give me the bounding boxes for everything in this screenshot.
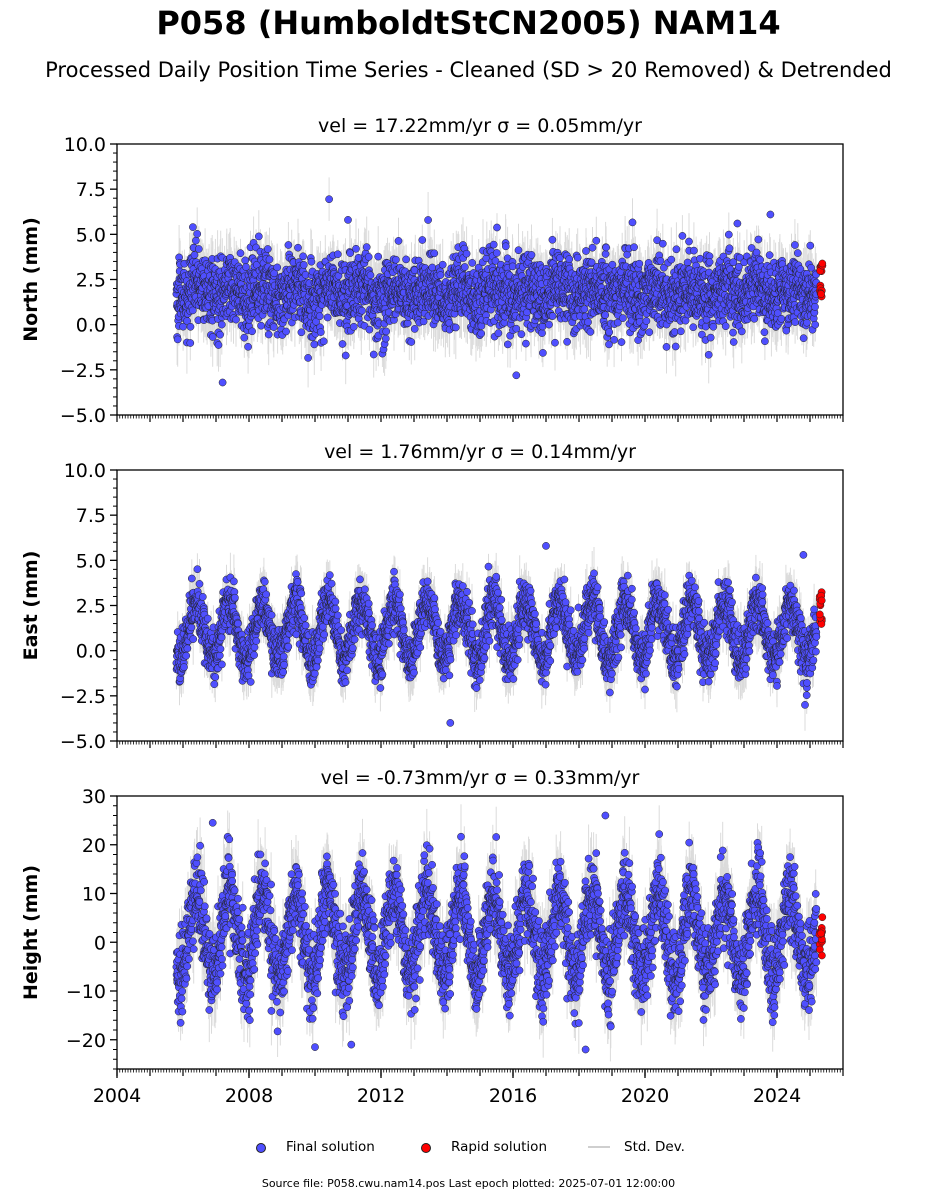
y-tick-label: 10.0 bbox=[64, 460, 106, 482]
y-ticks-height: −20 −10 0 10 20 30 bbox=[66, 786, 117, 1070]
panel-height: vel = -0.73mm/yr σ = 0.33mm/yr Height (mm… bbox=[20, 767, 844, 1107]
y-tick-label: −10 bbox=[66, 981, 106, 1003]
page-subtitle: Processed Daily Position Time Series - C… bbox=[0, 58, 937, 82]
panel-title-north: vel = 17.22mm/yr σ = 0.05mm/yr bbox=[318, 115, 642, 137]
x-tick-label: 2012 bbox=[357, 1085, 405, 1107]
y-axis-label-height: Height (mm) bbox=[20, 865, 42, 1000]
y-tick-label: −2.5 bbox=[60, 686, 106, 708]
panel-east: vel = 1.76mm/yr σ = 0.14mm/yr East (mm) −5… bbox=[20, 441, 844, 753]
outlier-point bbox=[208, 818, 217, 827]
x-tick-label: 2024 bbox=[753, 1085, 801, 1107]
source-note: Source file: P058.cwu.nam14.pos Last epo… bbox=[0, 1177, 937, 1190]
y-tick-label: 0.0 bbox=[76, 641, 106, 663]
y-ticks-north: −5.0 −2.5 0.0 2.5 5.0 7.5 10.0 bbox=[60, 134, 117, 427]
x-tick-label: 2020 bbox=[621, 1085, 669, 1107]
outlier-point bbox=[446, 719, 455, 727]
final-points-height bbox=[172, 811, 821, 1054]
y-axis-label-north: North (mm) bbox=[20, 217, 42, 342]
y-tick-label: −5.0 bbox=[60, 731, 106, 753]
y-tick-label: 5.0 bbox=[76, 550, 106, 572]
outlier-point bbox=[512, 371, 521, 380]
legend-marker-rapid bbox=[421, 1143, 431, 1153]
y-tick-label: −2.5 bbox=[60, 360, 106, 382]
y-tick-label: 0 bbox=[94, 932, 106, 954]
x-ticks-height: 2004 2008 2012 2016 2020 2024 bbox=[93, 1069, 844, 1107]
legend-line-std bbox=[588, 1146, 610, 1148]
x-tick-label: 2008 bbox=[225, 1085, 273, 1107]
y-tick-label: 5.0 bbox=[76, 224, 106, 246]
outlier-point bbox=[733, 219, 742, 228]
x-tick-label: 2004 bbox=[93, 1085, 141, 1107]
page-title: P058 (HumboldtStCN2005) NAM14 bbox=[0, 4, 937, 42]
y-tick-label: 10.0 bbox=[64, 134, 106, 156]
y-tick-label: 2.5 bbox=[76, 270, 106, 292]
final-points-east bbox=[172, 542, 821, 727]
final-points-north bbox=[172, 195, 821, 387]
data-east bbox=[172, 542, 826, 731]
y-axis-label-east: East (mm) bbox=[20, 551, 42, 661]
legend-label-final: Final solution bbox=[286, 1136, 375, 1158]
x-tick-label: 2016 bbox=[489, 1085, 537, 1107]
data-north bbox=[172, 177, 827, 388]
outlier-point bbox=[347, 1040, 356, 1049]
outlier-point bbox=[542, 542, 550, 550]
data-height bbox=[172, 804, 827, 1062]
outlier-point bbox=[189, 223, 197, 231]
rapid-points-height bbox=[815, 913, 827, 960]
outlier-point bbox=[218, 378, 227, 387]
x-ticks-north bbox=[116, 415, 844, 422]
y-tick-label: 30 bbox=[82, 786, 106, 808]
y-tick-label: 0.0 bbox=[76, 315, 106, 337]
y-ticks-east: −5.0 −2.5 0.0 2.5 5.0 7.5 10.0 bbox=[60, 460, 117, 753]
time-series-chart: vel = 17.22mm/yr σ = 0.05mm/yr North (mm)… bbox=[20, 115, 844, 1107]
y-tick-label: −20 bbox=[66, 1030, 106, 1052]
outlier-point bbox=[311, 1043, 319, 1051]
outlier-point bbox=[344, 216, 352, 224]
y-tick-label: −5.0 bbox=[60, 405, 106, 427]
y-tick-label: 20 bbox=[82, 835, 106, 857]
panel-north: vel = 17.22mm/yr σ = 0.05mm/yr North (mm)… bbox=[20, 115, 844, 427]
legend: Final solution Rapid solution Std. Dev. bbox=[0, 1136, 937, 1158]
y-tick-label: 7.5 bbox=[76, 179, 106, 201]
outlier-point bbox=[581, 1045, 590, 1054]
rapid-points-east bbox=[815, 588, 826, 628]
y-tick-label: 10 bbox=[82, 884, 106, 906]
legend-marker-final bbox=[256, 1143, 266, 1153]
outlier-point bbox=[766, 210, 775, 219]
y-tick-label: 2.5 bbox=[76, 596, 106, 618]
y-tick-label: 7.5 bbox=[76, 505, 106, 527]
panel-title-east: vel = 1.76mm/yr σ = 0.14mm/yr bbox=[324, 441, 636, 463]
panel-title-height: vel = -0.73mm/yr σ = 0.33mm/yr bbox=[321, 767, 640, 789]
legend-label-rapid: Rapid solution bbox=[451, 1136, 547, 1158]
x-ticks-east bbox=[116, 741, 844, 748]
legend-label-std: Std. Dev. bbox=[624, 1136, 685, 1158]
rapid-points-north bbox=[816, 259, 827, 301]
outlier-point bbox=[601, 811, 610, 820]
outlier-point bbox=[799, 551, 808, 559]
